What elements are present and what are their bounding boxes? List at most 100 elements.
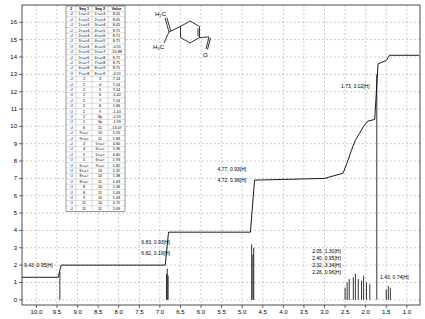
table-cell: 1.32 (113, 169, 120, 173)
peak (353, 277, 354, 300)
integral-label: 6.83, 0.93[H] (141, 239, 170, 245)
table-cell: 3<=>4 (79, 45, 90, 49)
integral-label: 4.72, 0.96[H] (218, 177, 247, 183)
table-cell: ⁴J (69, 158, 73, 162)
table-cell: -13.07 (111, 126, 122, 130)
y-tick (19, 247, 22, 248)
x-tick-label: 10.0 (31, 309, 43, 315)
table-cell: 5<=> (96, 142, 106, 146)
table-cell: 1<=>3 (79, 23, 90, 27)
table-cell: 11 (98, 126, 102, 130)
table-cell: 1.63 (113, 180, 120, 184)
x-grid (221, 5, 222, 305)
x-tick (303, 305, 304, 308)
peak (376, 74, 377, 299)
y-tick-label: 5 (14, 210, 18, 216)
grid (19, 5, 420, 308)
peak (168, 276, 169, 300)
table-cell: ⁴J (69, 93, 73, 97)
x-tick-label: 8.5 (94, 309, 103, 315)
table-cell: 3 (99, 77, 101, 81)
table-cell: 5<=>7 (95, 50, 106, 54)
table-cell: ³J (69, 34, 72, 38)
peak (59, 272, 60, 300)
table-cell: 8<=> (80, 174, 90, 178)
table-cell: 8.71 (113, 39, 120, 43)
x-grid (180, 5, 181, 305)
table-cell: 8<=> (80, 180, 90, 184)
table-cell: ⁴J (69, 174, 73, 178)
table-header: Value (112, 7, 122, 11)
y-tick (19, 282, 22, 283)
y-tick-label: 1 (14, 279, 18, 285)
table-cell: ³J (69, 142, 72, 146)
table-cell: 8.71 (113, 66, 120, 70)
x-tick-label: 6.5 (176, 309, 185, 315)
table-cell: 1.55 (113, 131, 120, 135)
table-cell: 8.71 (113, 56, 120, 60)
x-grid (386, 5, 387, 305)
x-tick-label: 6.0 (197, 309, 206, 315)
peak (166, 274, 167, 300)
bond (200, 37, 209, 39)
peak (349, 279, 350, 300)
y-grid (22, 247, 420, 248)
y-tick-label: 9 (14, 141, 18, 147)
table-cell: 1.36 (113, 185, 120, 189)
x-tick-label: 5.0 (238, 309, 247, 315)
table-cell: ³J (69, 61, 72, 65)
table-cell: ⁴J (69, 110, 73, 114)
y-tick (19, 230, 22, 231)
table-cell: 6<=> (96, 147, 106, 151)
y-grid (22, 282, 420, 283)
y-tick-label: 7 (14, 175, 18, 181)
table-header: Seq 2 (95, 7, 105, 11)
table-cell: 6<=>8 (79, 66, 90, 70)
x-tick (77, 305, 78, 308)
table-cell: 5<=>7 (79, 61, 90, 65)
table-cell: -1.10 (112, 110, 121, 114)
y-grid (22, 230, 420, 231)
table-cell: 1.38 (113, 174, 120, 178)
double-bond (198, 29, 199, 37)
bond (164, 32, 169, 43)
table-cell: 2 (83, 115, 85, 119)
table-cell: ⁴J (69, 115, 73, 119)
peak (361, 281, 362, 300)
table-cell: 5 (83, 153, 85, 157)
x-tick-label: 2.0 (361, 309, 370, 315)
table-cell: ²J (69, 207, 72, 211)
x-tick (365, 305, 366, 308)
y-tick (19, 178, 22, 179)
peak (347, 282, 348, 299)
table-cell: 1.82 (113, 164, 120, 168)
integral-label: 9.43, 0.95[H] (24, 262, 53, 268)
table-cell: 11 (82, 207, 86, 211)
y-tick (19, 57, 22, 58)
table-cell: 10 (98, 169, 102, 173)
y-tick (19, 195, 22, 196)
x-tick-label: 8.0 (115, 309, 124, 315)
table-cell: ²J (69, 12, 72, 16)
y-tick (19, 161, 22, 162)
bond (165, 18, 169, 32)
table-cell: 1.43 (113, 196, 120, 200)
peak (252, 255, 253, 300)
table-cell: ³J (69, 18, 72, 22)
y-tick (19, 74, 22, 75)
table-cell: ⁴J (69, 45, 73, 49)
x-grid (242, 5, 243, 305)
table-cell: ³J (69, 153, 72, 157)
table-cell: 8p (98, 115, 102, 119)
table-cell: 4 (83, 147, 85, 151)
y-tick-label: 4 (14, 227, 18, 233)
table-cell: 10 (98, 201, 102, 205)
x-tick-label: 7.5 (135, 309, 144, 315)
table-cell: 2 (83, 83, 85, 87)
y-tick (19, 109, 22, 110)
table-cell: 4<=>6 (95, 45, 106, 49)
y-tick-label: 15 (10, 37, 17, 43)
table-cell: ³J (69, 131, 72, 135)
integral-label: 1.73, 3.02[H] (341, 83, 370, 89)
table-cell: 5 (99, 88, 101, 92)
